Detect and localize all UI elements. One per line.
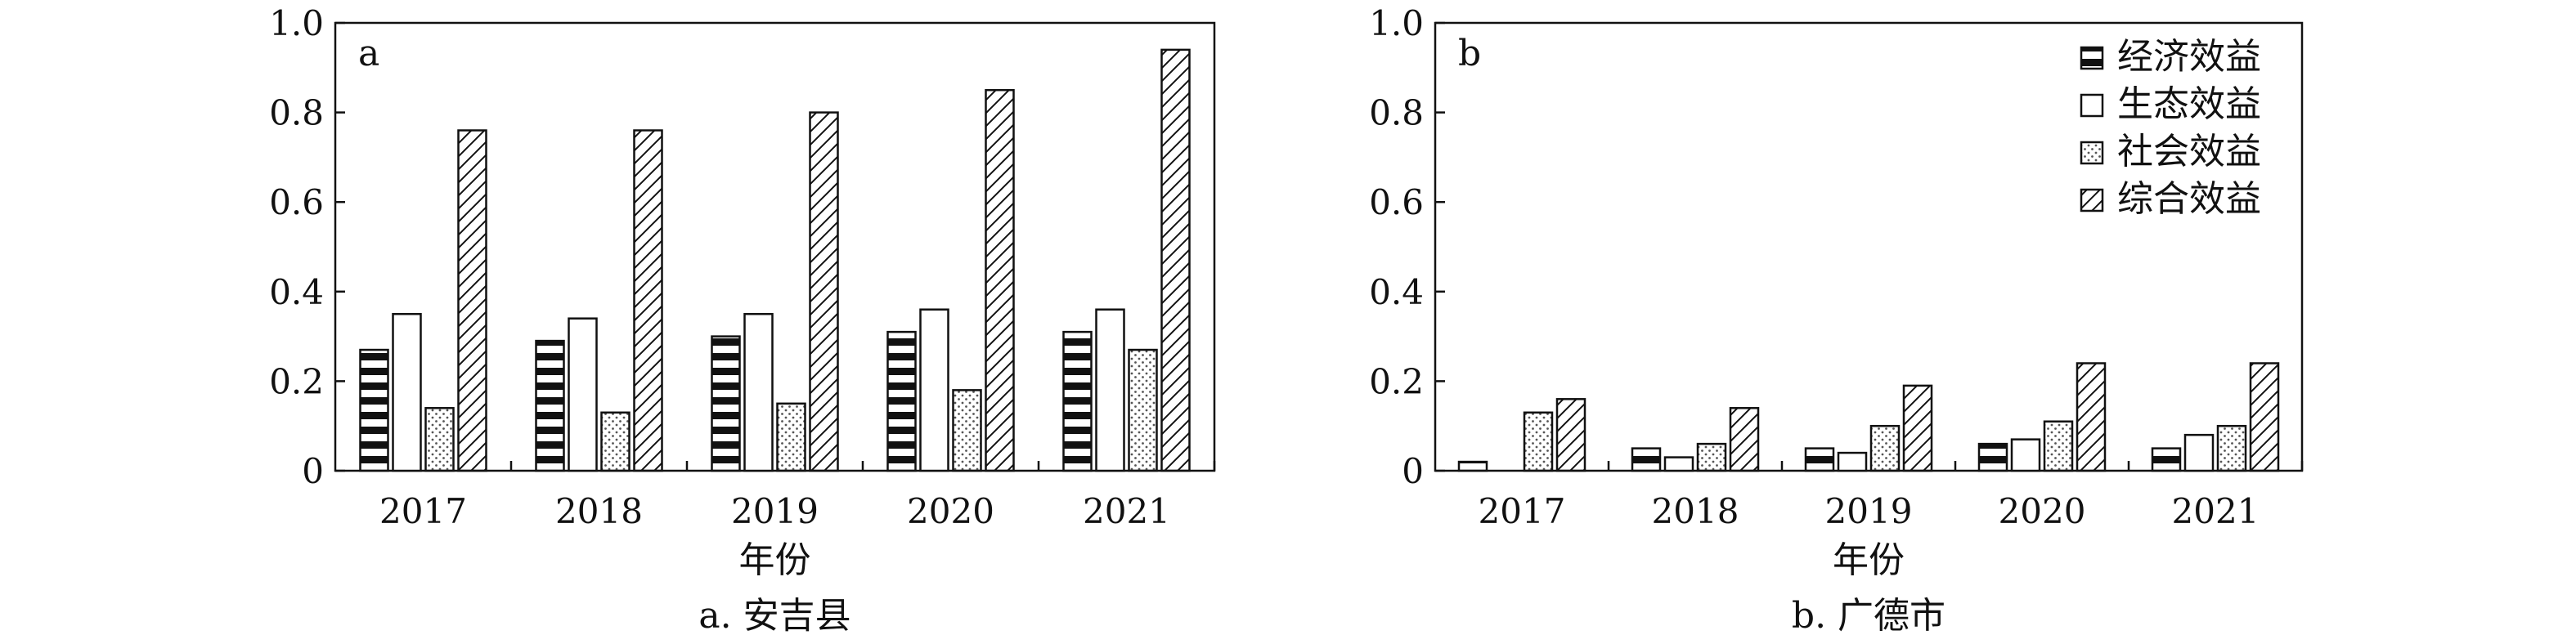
bar-社会效益-2017 xyxy=(1523,411,1554,472)
bar-经济效益-2017 xyxy=(1457,460,1488,472)
bar-社会效益-2019 xyxy=(1869,424,1901,472)
x-tick-label: 2017 xyxy=(1479,491,1566,531)
bar-经济效益-2021 xyxy=(2151,447,2182,472)
bar-社会效益-2018 xyxy=(1696,442,1727,472)
x-tick-label: 2019 xyxy=(731,491,819,531)
legend-entry: 综合效益 xyxy=(2117,178,2261,220)
bar-生态效益-2021 xyxy=(2183,433,2215,472)
x-axis-label: 年份 xyxy=(1833,539,1905,581)
bar-经济效益-2021 xyxy=(1062,330,1093,472)
chart-panel-a: 0 0.2 0.4 0.6 0.8 1.0 2017 2018 2019 2020 2021 a 年份 a… xyxy=(269,3,1216,637)
bar-经济效益-2020 xyxy=(1977,442,2008,472)
bar-生态效益-2018 xyxy=(568,317,598,472)
bar-经济效益-2018 xyxy=(535,339,565,472)
y-tick-label: 0.8 xyxy=(269,93,324,133)
bar-生态效益-2020 xyxy=(2010,438,2041,472)
bar-生态效益-2019 xyxy=(743,312,774,472)
legend-entry: 社会效益 xyxy=(2117,131,2261,172)
bar-生态效益-2019 xyxy=(1837,451,1868,472)
bar-经济效益-2017 xyxy=(359,348,389,472)
bar-经济效益-2019 xyxy=(711,335,741,472)
y-tick-label: 0.8 xyxy=(1369,93,1424,133)
x-tick-label: 2019 xyxy=(1825,491,1913,531)
bar-生态效益-2018 xyxy=(1663,456,1694,472)
y-tick-label: 1.0 xyxy=(269,3,324,43)
x-tick-label: 2018 xyxy=(555,491,643,531)
bar-综合效益-2019 xyxy=(1902,384,1933,472)
bar-综合效益-2018 xyxy=(1729,407,1760,472)
y-tick-label: 0 xyxy=(302,451,324,491)
panel-label: b xyxy=(1458,33,1481,74)
bar-综合效益-2020 xyxy=(2076,362,2107,472)
bar-社会效益-2017 xyxy=(424,407,455,472)
bar-生态效益-2021 xyxy=(1095,308,1125,472)
bar-社会效益-2020 xyxy=(952,389,982,472)
panel-label: a xyxy=(358,33,379,74)
y-tick-label: 1.0 xyxy=(1369,3,1424,43)
legend-entry: 经济效益 xyxy=(2117,36,2261,78)
bar-社会效益-2021 xyxy=(1128,348,1158,472)
bar-生态效益-2017 xyxy=(392,312,422,472)
legend-swatch xyxy=(2080,46,2104,70)
plot-frame xyxy=(1434,21,2304,472)
x-tick-label: 2020 xyxy=(907,491,994,531)
bar-社会效益-2021 xyxy=(2216,424,2247,472)
bar-综合效益-2019 xyxy=(809,111,839,472)
bar-综合效益-2020 xyxy=(985,88,1015,472)
panel-caption: b. 广德市 xyxy=(1792,595,1945,637)
panel-caption: a. 安吉县 xyxy=(698,595,850,637)
bar-社会效益-2019 xyxy=(776,402,806,472)
y-tick-label: 0.2 xyxy=(1369,361,1424,401)
legend-swatch xyxy=(2080,188,2104,212)
bar-经济效益-2020 xyxy=(886,330,917,472)
bar-生态效益-2020 xyxy=(919,308,949,472)
bar-综合效益-2021 xyxy=(1160,48,1191,472)
x-tick-label: 2021 xyxy=(2172,491,2260,531)
legend-swatch xyxy=(2080,141,2104,165)
legend-entry: 生态效益 xyxy=(2117,83,2261,125)
y-tick-label: 0.4 xyxy=(1369,272,1424,312)
bar-综合效益-2021 xyxy=(2249,362,2280,472)
bar-社会效益-2020 xyxy=(2043,420,2074,472)
bar-综合效益-2017 xyxy=(457,129,487,472)
bar-综合效益-2017 xyxy=(1555,398,1586,472)
x-tick-label: 2020 xyxy=(1999,491,2086,531)
bar-综合效益-2018 xyxy=(633,129,663,472)
x-axis-label: 年份 xyxy=(739,539,811,581)
bar-经济效益-2018 xyxy=(1631,447,1662,472)
chart-panel-b: 0 0.2 0.4 0.6 0.8 1.0 2017 2018 2019 2020 2021 b 年份 b… xyxy=(1369,3,2304,637)
x-tick-label: 2021 xyxy=(1083,491,1170,531)
legend-swatch xyxy=(2080,93,2104,118)
y-tick-label: 0.6 xyxy=(269,182,324,222)
y-tick-label: 0.2 xyxy=(269,361,324,401)
y-tick-label: 0 xyxy=(1402,451,1424,491)
plot-frame xyxy=(334,21,1216,472)
x-tick-label: 2018 xyxy=(1652,491,1739,531)
x-tick-label: 2017 xyxy=(379,491,467,531)
y-tick-label: 0.6 xyxy=(1369,182,1424,222)
bar-社会效益-2018 xyxy=(600,411,631,472)
y-tick-label: 0.4 xyxy=(269,272,324,312)
bar-经济效益-2019 xyxy=(1804,447,1835,472)
